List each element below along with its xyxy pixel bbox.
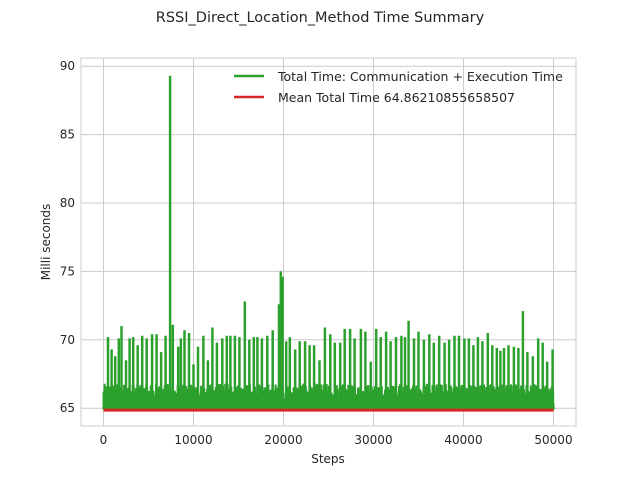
x-axis-title: Steps [311,452,345,466]
x-tick-label: 10000 [174,433,212,447]
x-tick-label: 30000 [354,433,392,447]
x-tick-labels: 0 10000 20000 30000 40000 50000 [100,433,573,447]
x-tick-label: 40000 [444,433,482,447]
x-tick-label: 50000 [534,433,572,447]
y-tick-labels: 65 70 75 80 85 90 [60,59,75,415]
y-tick-label: 65 [60,401,75,415]
y-tick-label: 85 [60,128,75,142]
y-tick-label: 75 [60,264,75,278]
y-axis-title: Milli seconds [39,204,53,281]
plot-background [81,58,576,426]
x-tick-label: 20000 [264,433,302,447]
grid [81,58,576,426]
legend: Total Time: Communication + Execution Ti… [234,69,563,105]
legend-label-total-time: Total Time: Communication + Execution Ti… [277,69,563,84]
x-tick-label: 0 [100,433,108,447]
plot-area [80,57,577,427]
y-tick-label: 90 [60,59,75,73]
y-tick-label: 80 [60,196,75,210]
chart-title: RSSI_Direct_Location_Method Time Summary [156,10,485,26]
y-tick-label: 70 [60,333,75,347]
plot-frame [80,57,577,427]
series-total-time [102,75,555,410]
legend-label-mean-total-time: Mean Total Time 64.86210855658507 [278,90,515,105]
